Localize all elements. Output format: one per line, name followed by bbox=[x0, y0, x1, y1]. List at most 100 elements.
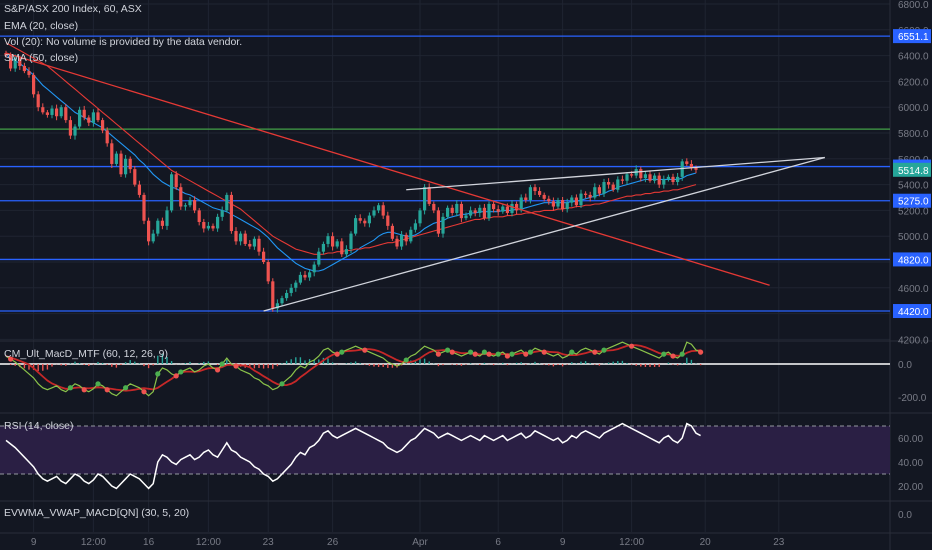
macd-cross-marker bbox=[541, 349, 547, 355]
candle-body bbox=[45, 112, 49, 115]
rsi-tick-label: 20.00 bbox=[898, 482, 923, 493]
macd-cross-marker bbox=[495, 351, 501, 357]
macd-cross-marker bbox=[661, 351, 667, 357]
time-tick-label: 12:00 bbox=[81, 537, 106, 548]
candle-body bbox=[133, 169, 137, 185]
price-tick-label: 6400.0 bbox=[898, 52, 929, 63]
macd-cross-marker bbox=[339, 349, 345, 355]
candle-body bbox=[413, 223, 417, 230]
candle-body bbox=[584, 193, 588, 195]
candle-body bbox=[404, 234, 408, 242]
candle-body bbox=[643, 174, 647, 179]
candle-body bbox=[639, 169, 643, 179]
macd-cross-marker bbox=[527, 349, 534, 355]
macd-cross-marker bbox=[592, 349, 598, 355]
candle-body bbox=[298, 274, 302, 283]
candle-body bbox=[326, 236, 330, 244]
macd-cross-marker bbox=[215, 367, 221, 373]
macd-cross-marker bbox=[445, 347, 451, 353]
legend-entry: EMA (20, close) bbox=[4, 20, 78, 32]
price-tick-label: 5800.0 bbox=[898, 129, 929, 140]
candle-body bbox=[689, 163, 693, 168]
candle-body bbox=[487, 203, 491, 219]
candle-body bbox=[220, 210, 224, 217]
candle-body bbox=[469, 210, 473, 216]
price-level-tag: 6551.1 bbox=[893, 29, 931, 44]
trendline-wedge-upper[interactable] bbox=[406, 156, 825, 191]
candle-body bbox=[653, 175, 657, 181]
macd-cross-marker bbox=[334, 351, 340, 357]
macd-cross-marker bbox=[95, 381, 101, 387]
candle-body bbox=[266, 262, 270, 282]
candle-body bbox=[13, 58, 17, 69]
candle-body bbox=[551, 201, 555, 207]
candle-body bbox=[510, 203, 514, 213]
rsi-pane: RSI (14, close) 60.00 40.00 20.00 bbox=[0, 420, 923, 493]
candle-body bbox=[381, 205, 385, 216]
candle-body bbox=[137, 184, 141, 195]
candle-body bbox=[685, 161, 689, 164]
candle-body bbox=[156, 220, 160, 234]
candle-body bbox=[492, 203, 496, 210]
candle-body bbox=[243, 233, 247, 244]
candle-body bbox=[542, 194, 546, 199]
candle-body bbox=[216, 216, 220, 229]
trendline-downtrend[interactable] bbox=[5, 52, 770, 286]
candle-body bbox=[119, 153, 123, 175]
candle-body bbox=[538, 191, 542, 195]
evwma-pane: EVWMA_VWAP_MACD[QN] (30, 5, 20) 0.0 bbox=[4, 507, 912, 521]
candle-body bbox=[478, 207, 482, 213]
rsi-tick-label: 60.00 bbox=[898, 434, 923, 445]
candle-body bbox=[607, 182, 611, 185]
candle-body bbox=[427, 187, 431, 204]
candle-body bbox=[358, 218, 362, 221]
macd-cross-marker bbox=[504, 353, 510, 359]
price-tick-label: 6800.0 bbox=[898, 0, 929, 11]
candle-body bbox=[317, 251, 321, 265]
candle-body bbox=[666, 176, 670, 180]
time-tick-label: 9 bbox=[31, 537, 37, 548]
macd-signal-line bbox=[5, 344, 701, 392]
candle-body bbox=[528, 187, 532, 201]
candle-body bbox=[96, 112, 100, 121]
macd-cross-marker bbox=[81, 387, 87, 393]
rsi-band bbox=[0, 426, 890, 474]
time-tick-label: 9 bbox=[560, 537, 566, 548]
evwma-title: EVWMA_VWAP_MACD[QN] (30, 5, 20) bbox=[4, 507, 189, 519]
price-level-tag-label: 4820.0 bbox=[898, 255, 929, 266]
macd-line bbox=[5, 341, 701, 397]
candle-body bbox=[229, 194, 233, 232]
candle-body bbox=[547, 198, 551, 202]
candle-body bbox=[124, 158, 128, 175]
candle-body bbox=[32, 74, 36, 95]
candle-body bbox=[294, 282, 298, 288]
price-level-tag: 4420.0 bbox=[893, 304, 931, 319]
candle-body bbox=[473, 210, 477, 213]
macd-cross-marker bbox=[155, 371, 161, 377]
candle-body bbox=[331, 236, 335, 247]
macd-cross-marker bbox=[123, 385, 129, 391]
candle-body bbox=[262, 251, 266, 262]
candle-body bbox=[248, 243, 252, 247]
candle-body bbox=[64, 107, 68, 121]
last-price-tag-label: 5514.8 bbox=[898, 166, 929, 177]
candle-body bbox=[372, 210, 376, 216]
macd-cross-marker bbox=[523, 351, 529, 357]
candle-body bbox=[285, 292, 289, 299]
rsi-title: RSI (14, close) bbox=[4, 420, 73, 432]
candle-body bbox=[170, 174, 174, 211]
price-level-tag-box bbox=[893, 193, 931, 208]
candle-body bbox=[59, 107, 63, 117]
candles bbox=[4, 50, 698, 313]
time-tick-label: Apr bbox=[412, 537, 428, 548]
candle-body bbox=[206, 225, 210, 229]
candle-body bbox=[9, 55, 13, 69]
candle-body bbox=[280, 298, 284, 304]
price-level-tag: 4820.0 bbox=[893, 252, 931, 266]
candle-body bbox=[110, 143, 114, 164]
candle-body bbox=[321, 243, 325, 252]
candle-body bbox=[561, 200, 565, 210]
trendline-wedge-lower[interactable] bbox=[263, 156, 825, 312]
candle-body bbox=[620, 179, 624, 181]
